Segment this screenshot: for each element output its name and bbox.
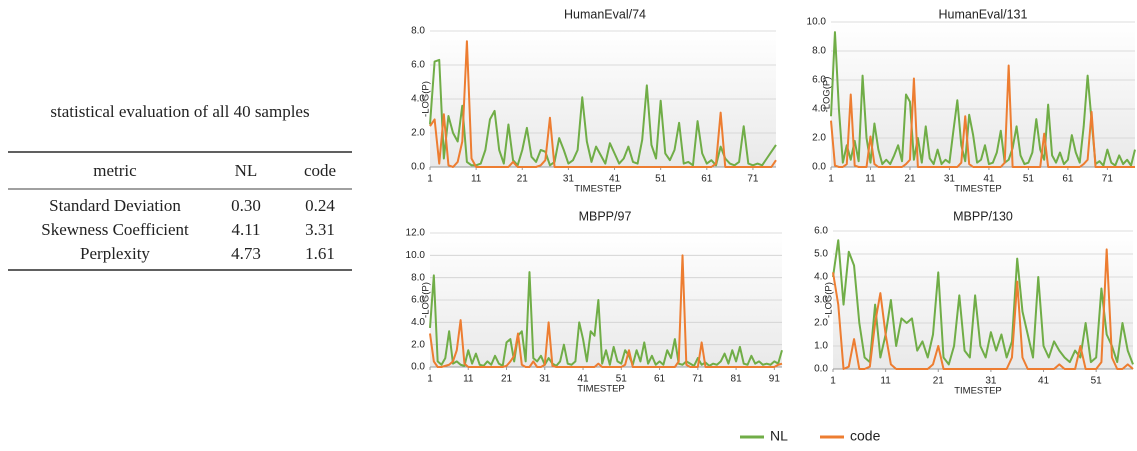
series-line	[429, 271, 783, 367]
x-axis-label: TIMESTEP	[574, 184, 622, 195]
x-tick-label: 61	[1062, 174, 1074, 185]
table-cell: Standard Deviation	[49, 196, 181, 215]
y-tick-label: 6.0	[814, 226, 828, 237]
x-tick-label: 1	[830, 376, 836, 387]
y-axis-label: -LOG(P)	[421, 282, 432, 318]
table-cell: 0.30	[231, 196, 261, 215]
y-tick-label: 0.0	[411, 362, 425, 373]
table-header: NL	[235, 161, 258, 180]
table-caption: statistical evaluation of all 40 samples	[50, 102, 309, 121]
y-tick-label: 4.0	[411, 94, 425, 105]
y-tick-label: 10.0	[406, 250, 426, 261]
x-axis-label: TIMESTEP	[954, 386, 1002, 397]
x-tick-label: 21	[904, 174, 916, 185]
y-tick-label: 2.0	[411, 339, 425, 350]
y-tick-label: 0.0	[812, 162, 826, 173]
y-tick-label: 0.0	[411, 162, 425, 173]
x-tick-label: 51	[616, 374, 628, 385]
y-tick-label: 1.0	[814, 341, 828, 352]
y-tick-label: 12.0	[406, 228, 426, 239]
x-tick-label: 31	[944, 174, 956, 185]
legend-label: code	[850, 428, 881, 444]
series-line	[830, 31, 1136, 167]
y-tick-label: 5.0	[814, 249, 828, 260]
y-tick-label: 10.0	[807, 17, 827, 28]
legend-label: NL	[770, 428, 788, 444]
x-tick-label: 31	[985, 376, 997, 387]
x-tick-label: 11	[463, 374, 474, 385]
x-tick-label: 21	[517, 174, 529, 185]
x-tick-label: 11	[880, 376, 891, 387]
series-line	[830, 64, 1135, 168]
x-tick-label: 41	[609, 174, 621, 185]
table-cell: Perplexity	[80, 244, 150, 263]
chart-title: MBPP/97	[579, 209, 632, 223]
y-tick-label: 4.0	[411, 317, 425, 328]
table-cell: 4.73	[231, 244, 261, 263]
x-tick-label: 51	[1091, 376, 1103, 387]
series-line	[429, 40, 777, 168]
series-line	[832, 248, 1134, 370]
y-tick-label: 8.0	[411, 272, 425, 283]
chart-title: HumanEval/131	[939, 7, 1028, 21]
series-line	[429, 254, 783, 368]
y-tick-label: 2.0	[411, 128, 425, 139]
table-cell: Skewness Coefficient	[41, 220, 189, 239]
y-axis-label: -LOG(P)	[824, 282, 835, 318]
x-tick-label: 21	[933, 376, 945, 387]
x-tick-label: 71	[1102, 174, 1114, 185]
table-cell: 0.24	[305, 196, 335, 215]
x-tick-label: 71	[692, 374, 704, 385]
x-tick-label: 21	[501, 374, 513, 385]
x-tick-label: 31	[563, 174, 575, 185]
x-tick-label: 1	[427, 374, 433, 385]
y-tick-label: 3.0	[814, 295, 828, 306]
x-axis-label: TIMESTEP	[577, 384, 625, 395]
chart-title: HumanEval/74	[564, 7, 646, 21]
table-cell: 1.61	[305, 244, 335, 263]
y-tick-label: 2.0	[814, 318, 828, 329]
table-header: metric	[93, 161, 137, 180]
x-tick-label: 91	[769, 374, 781, 385]
x-tick-label: 41	[577, 374, 589, 385]
x-axis-label: TIMESTEP	[954, 184, 1002, 195]
x-tick-label: 31	[539, 374, 551, 385]
table-cell: 4.11	[231, 220, 260, 239]
x-tick-label: 61	[701, 174, 713, 185]
y-tick-label: 6.0	[812, 75, 826, 86]
x-tick-label: 11	[865, 174, 876, 185]
y-tick-label: 2.0	[812, 133, 826, 144]
y-axis-label: -LOG(P)	[421, 81, 432, 117]
x-tick-label: 1	[828, 174, 834, 185]
y-tick-label: 4.0	[812, 104, 826, 115]
x-tick-label: 71	[747, 174, 759, 185]
x-tick-label: 51	[655, 174, 667, 185]
x-tick-label: 11	[471, 174, 482, 185]
y-tick-label: 6.0	[411, 60, 425, 71]
x-tick-label: 61	[654, 374, 666, 385]
x-tick-label: 41	[983, 174, 995, 185]
plot-background	[831, 22, 1135, 167]
x-tick-label: 51	[1023, 174, 1035, 185]
chart-title: MBPP/130	[953, 209, 1013, 223]
table-cell: 3.31	[305, 220, 335, 239]
x-tick-label: 81	[731, 374, 743, 385]
x-tick-label: 41	[1038, 376, 1050, 387]
series-line	[832, 239, 1134, 366]
y-tick-label: 6.0	[411, 295, 425, 306]
y-tick-label: 8.0	[411, 26, 425, 37]
table-header: code	[304, 161, 336, 180]
series-line	[429, 58, 777, 167]
y-tick-label: 4.0	[814, 272, 828, 283]
y-axis-label: -LOG(P)	[822, 77, 833, 113]
x-tick-label: 1	[427, 174, 433, 185]
y-tick-label: 8.0	[812, 46, 826, 57]
y-tick-label: 0.0	[814, 364, 828, 375]
